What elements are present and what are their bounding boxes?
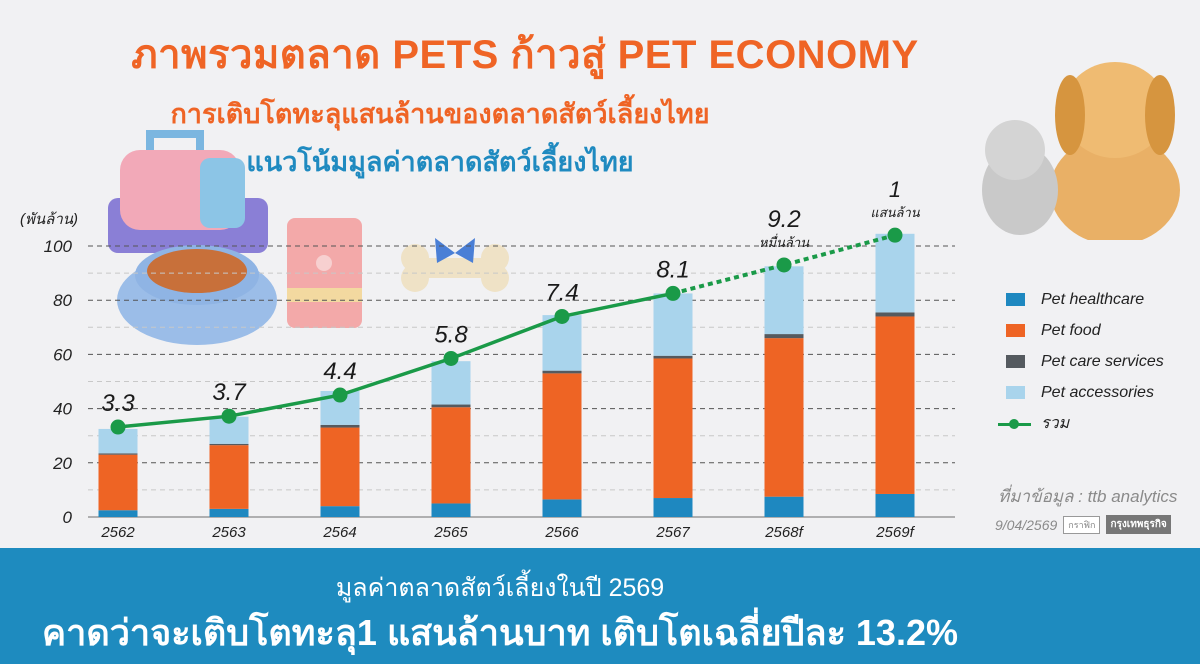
- legend-label: Pet food: [1041, 321, 1101, 339]
- y-tick-label: 20: [52, 454, 72, 473]
- total-marker: [665, 285, 681, 301]
- credit-row: 9/04/2569 กราฟิก กรุงเทพธุรกิจ: [995, 515, 1171, 534]
- total-marker: [554, 308, 570, 324]
- total-value-label: 5.8: [434, 321, 468, 348]
- y-tick-label: 60: [53, 345, 72, 364]
- bar-segment: [764, 266, 804, 335]
- bar-segment: [320, 424, 360, 428]
- legend-item-pet-care-services: Pet care services: [998, 346, 1164, 377]
- bar-segment: [764, 334, 804, 339]
- pet-carrier-illustration: [108, 130, 268, 253]
- bar-segment: [98, 454, 138, 511]
- bar-segment: [320, 427, 360, 507]
- chart-legend: Pet healthcare Pet food Pet care service…: [998, 284, 1164, 439]
- bar-segment: [764, 496, 804, 517]
- legend-item-pet-food: Pet food: [998, 315, 1164, 346]
- total-line: [117, 291, 674, 429]
- bar-segment: [653, 498, 693, 517]
- bar-segment: [542, 373, 582, 500]
- x-tick-label: 2567: [655, 524, 690, 541]
- total-marker: [887, 227, 903, 243]
- total-marker: [221, 408, 237, 424]
- y-tick-label: 40: [53, 400, 72, 419]
- summary-banner: มูลค่าตลาดสัตว์เลี้ยงในปี 2569 คาดว่าจะเ…: [0, 548, 1200, 664]
- legend-item-pet-accessories: Pet accessories: [998, 377, 1164, 408]
- y-tick-label: 100: [44, 237, 73, 256]
- main-title: ภาพรวมตลาด PETS ก้าวสู่ PET ECONOMY: [131, 33, 919, 77]
- y-tick-label: 80: [53, 291, 72, 310]
- bar-segment: [98, 453, 138, 455]
- bar-segment: [320, 506, 360, 517]
- x-tick-label: 2566: [544, 524, 579, 541]
- swatch-icon: [1006, 386, 1025, 399]
- total-value-label: 3.7: [212, 379, 247, 406]
- x-tick-label: 2565: [433, 524, 468, 541]
- legend-label: Pet care services: [1041, 352, 1164, 370]
- total-marker: [776, 257, 792, 273]
- total-marker: [443, 350, 459, 366]
- total-value-label: 3.3: [101, 390, 135, 417]
- x-tick-label: 2562: [100, 524, 135, 541]
- bar-segment: [875, 493, 915, 517]
- bar-segment: [431, 503, 471, 517]
- total-value-label: 9.2: [767, 206, 800, 233]
- bar-segment: [653, 358, 693, 499]
- dog-cat-illustration: [982, 62, 1180, 240]
- bar-segment: [431, 404, 471, 408]
- bar-segment: [209, 445, 249, 509]
- bar-segment: [875, 316, 915, 494]
- total-value-label: 1: [889, 177, 901, 202]
- total-unit-label: แสนล้าน: [870, 205, 920, 220]
- total-value-label: 4.4: [323, 358, 356, 385]
- total-unit-label: หมื่นล้าน: [759, 233, 810, 250]
- total-value-label: 8.1: [656, 256, 689, 283]
- bar-segment: [209, 508, 249, 517]
- x-tick-label: 2569f: [875, 524, 915, 541]
- bar-segment: [98, 510, 138, 517]
- bar-segment: [653, 355, 693, 359]
- publisher-logo: กรุงเทพธุรกิจ: [1106, 515, 1171, 534]
- legend-label: รวม: [1041, 415, 1070, 432]
- bar-segment: [431, 407, 471, 504]
- bar-segment: [542, 315, 582, 371]
- total-value-label: 7.4: [545, 279, 578, 306]
- x-tick-label: 2564: [322, 524, 356, 541]
- total-marker: [110, 419, 126, 435]
- bar-segment: [875, 233, 915, 313]
- bar-segment: [542, 370, 582, 374]
- bar-segment: [431, 361, 471, 405]
- total-marker: [332, 387, 348, 403]
- swatch-icon: [1006, 293, 1025, 306]
- x-tick-label: 2568f: [764, 524, 804, 541]
- legend-item-pet-healthcare: Pet healthcare: [998, 284, 1164, 315]
- banner-line-2: คาดว่าจะเติบโตทะลุ1 แสนล้านบาท เติบโตเฉล…: [42, 612, 958, 653]
- bar-segment: [764, 338, 804, 497]
- y-axis-unit: (พันล้าน): [20, 211, 78, 228]
- bar-segment: [653, 293, 693, 356]
- swatch-icon: [1006, 355, 1025, 368]
- legend-label: Pet healthcare: [1041, 290, 1145, 308]
- bar-segment: [542, 499, 582, 517]
- legend-item-total: รวม: [998, 408, 1164, 439]
- x-tick-label: 2563: [211, 524, 246, 541]
- banner-line-1: มูลค่าตลาดสัตว์เลี้ยงในปี 2569: [335, 574, 665, 602]
- forecast-line: [672, 233, 896, 296]
- data-source: ที่มาข้อมูล : ttb analytics: [998, 487, 1178, 506]
- graphic-credit-label: กราฟิก: [1063, 515, 1101, 534]
- y-tick-label: 0: [63, 508, 73, 527]
- bar-segment: [209, 443, 249, 446]
- market-chart: 0 20 40 60 80 100 (พันล้าน) 2562 2563 2564 2565 256…: [20, 177, 955, 541]
- subtitle: การเติบโตทะลุแสนล้านของตลาดสัตว์เลี้ยงไท…: [170, 99, 710, 129]
- publish-date: 9/04/2569: [995, 516, 1058, 533]
- bar-segment: [875, 312, 915, 317]
- chart-title: แนวโน้มมูลค่าตลาดสัตว์เลี้ยงไทย: [246, 147, 634, 177]
- line-marker-icon: [998, 417, 1031, 431]
- legend-label: Pet accessories: [1041, 383, 1154, 401]
- swatch-icon: [1006, 324, 1025, 337]
